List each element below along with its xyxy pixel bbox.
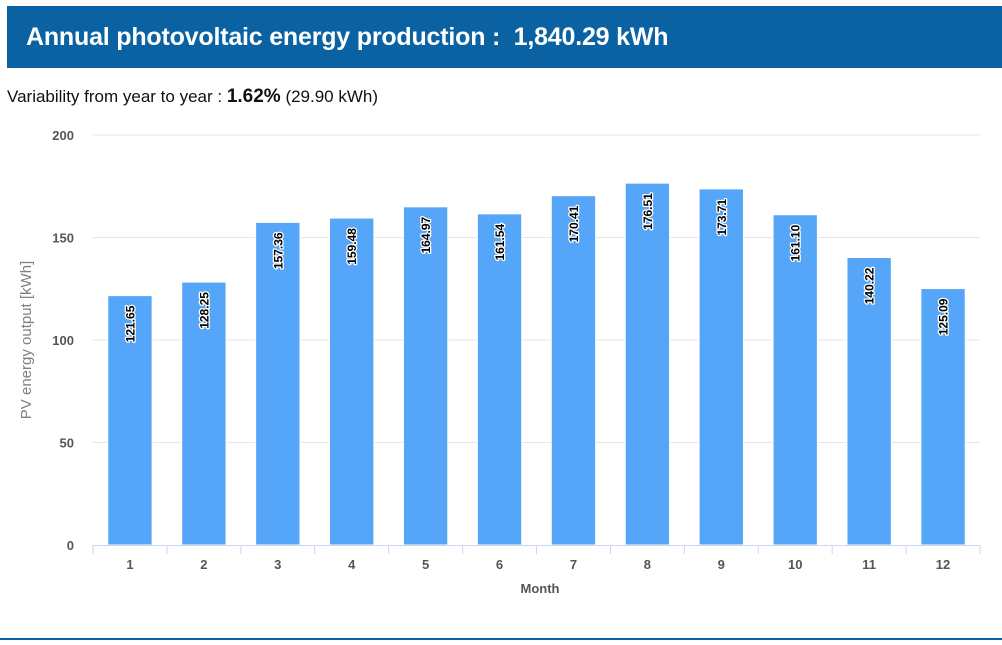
y-tick-label: 150 — [52, 231, 74, 246]
bar-value-label: 125.09 — [937, 298, 951, 335]
bar-month-1 — [107, 295, 153, 546]
y-tick-label: 100 — [52, 333, 74, 348]
bar-month-8 — [624, 182, 671, 546]
bar-value-label: 161.10 — [789, 224, 803, 261]
monthly-pv-bar-chart: 121.65 128.25 157.36 159.48 164.97 161.54 170.… — [18, 128, 981, 596]
bar-value-label: 157.36 — [271, 232, 285, 269]
bar-value-label: 170.41 — [567, 205, 581, 242]
variability-absolute: (29.90 kWh) — [285, 87, 379, 106]
bar-value-label: 173.71 — [715, 199, 729, 236]
title-bar: Annual photovoltaic energy production : … — [7, 6, 1002, 68]
y-tick-label: 50 — [60, 436, 74, 451]
annual-production-value: 1,840.29 kWh — [513, 22, 669, 51]
bar-month-11 — [846, 257, 892, 546]
bar-value-label: 161.54 — [493, 224, 507, 261]
x-tick-label: 2 — [200, 557, 207, 572]
x-tick-label: 5 — [422, 557, 429, 572]
bottom-divider — [0, 638, 1002, 640]
bar-month-3 — [255, 221, 301, 546]
bar-value-label: 159.48 — [345, 228, 359, 265]
x-tick-label: 11 — [862, 557, 876, 572]
variability-label: Variability from year to year : — [7, 87, 223, 106]
y-axis-label: PV energy output [kWh] — [18, 261, 35, 419]
page-title: Annual photovoltaic energy production : — [26, 22, 501, 51]
x-tick-label: 10 — [788, 557, 802, 572]
bar-value-label: 121.65 — [123, 305, 137, 342]
x-tick-label: 9 — [718, 557, 725, 572]
y-tick-label: 0 — [67, 538, 74, 553]
bar-month-2 — [181, 281, 227, 546]
x-tick-label: 8 — [644, 557, 651, 572]
gridlines — [93, 134, 980, 443]
bar-month-4 — [329, 217, 375, 546]
variability-percent: 1.62% — [226, 86, 281, 107]
bar-month-6 — [476, 213, 523, 546]
x-tick-label: 4 — [348, 557, 356, 572]
bar-value-label: 140.22 — [863, 267, 877, 304]
x-tick-label: 1 — [126, 557, 133, 572]
x-tick-label: 12 — [936, 557, 950, 572]
chart-container: 121.65 128.25 157.36 159.48 164.97 161.54 170.… — [0, 120, 1002, 610]
y-tick-label: 200 — [52, 128, 74, 143]
bar-value-label: 128.25 — [197, 292, 211, 329]
x-tick-label: 7 — [570, 557, 577, 572]
bar-month-7 — [550, 195, 597, 546]
variability-line: Variability from year to year : 1.62% (2… — [7, 86, 378, 108]
bar-month-12 — [920, 288, 966, 546]
bar-month-10 — [772, 214, 818, 546]
x-tick-label: 3 — [274, 557, 281, 572]
x-axis-label: Month — [521, 581, 560, 596]
x-tick-label: 6 — [496, 557, 503, 572]
bar-month-9 — [698, 188, 744, 546]
bar-value-label: 176.51 — [641, 193, 655, 230]
bar-month-5 — [402, 206, 449, 546]
bar-value-label: 164.97 — [419, 216, 433, 253]
bars: 121.65 128.25 157.36 159.48 164.97 161.54 170.… — [107, 182, 966, 546]
